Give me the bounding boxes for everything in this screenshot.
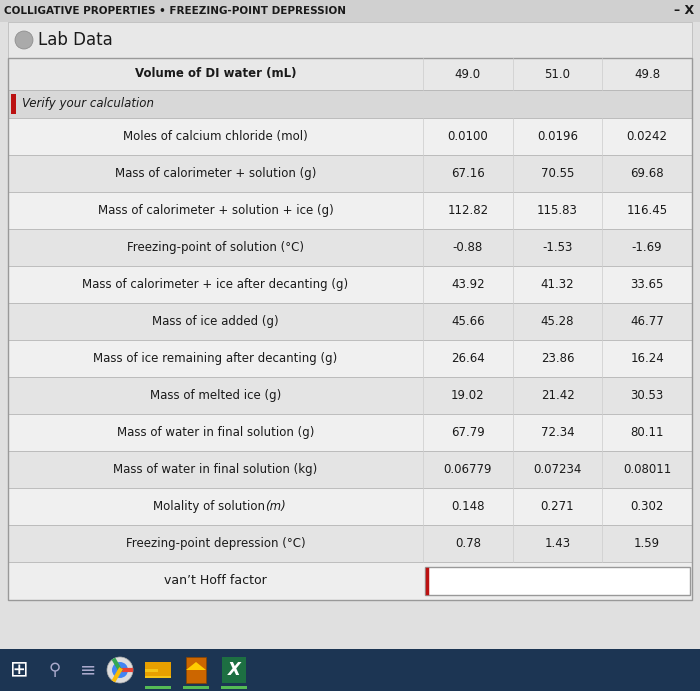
Text: 51.0: 51.0 — [545, 68, 570, 80]
Text: Verify your calculation: Verify your calculation — [22, 97, 154, 111]
Bar — [8, 58, 692, 90]
Bar — [145, 669, 158, 672]
Text: ⊞: ⊞ — [10, 660, 28, 680]
Text: – X: – X — [674, 5, 694, 17]
Text: 0.08011: 0.08011 — [623, 463, 671, 476]
Text: Mass of calorimeter + solution (g): Mass of calorimeter + solution (g) — [115, 167, 316, 180]
Text: 46.77: 46.77 — [630, 315, 664, 328]
Text: 0.0100: 0.0100 — [447, 130, 488, 143]
Text: -1.53: -1.53 — [542, 241, 573, 254]
Text: 70.55: 70.55 — [541, 167, 574, 180]
Text: Moles of calcium chloride (mol): Moles of calcium chloride (mol) — [123, 130, 308, 143]
Text: Mass of water in final solution (kg): Mass of water in final solution (kg) — [113, 463, 318, 476]
Text: 0.271: 0.271 — [540, 500, 574, 513]
Bar — [8, 488, 692, 525]
Bar — [183, 686, 209, 689]
Bar — [8, 22, 692, 58]
Text: 1.43: 1.43 — [545, 537, 570, 550]
Bar — [8, 303, 692, 340]
Text: Mass of water in final solution (g): Mass of water in final solution (g) — [117, 426, 314, 439]
Text: 0.302: 0.302 — [631, 500, 664, 513]
Bar — [8, 118, 692, 155]
Text: 21.42: 21.42 — [540, 389, 575, 402]
Text: 0.0196: 0.0196 — [537, 130, 578, 143]
Text: Mass of ice added (g): Mass of ice added (g) — [152, 315, 279, 328]
Bar — [11, 94, 16, 114]
Bar — [425, 567, 690, 595]
Polygon shape — [186, 662, 206, 670]
Text: Lab Data: Lab Data — [38, 31, 113, 49]
Text: 67.16: 67.16 — [451, 167, 484, 180]
Bar — [8, 451, 692, 488]
Circle shape — [107, 657, 133, 683]
Circle shape — [15, 31, 33, 49]
Bar — [145, 676, 171, 678]
Text: 0.06779: 0.06779 — [444, 463, 492, 476]
Bar — [8, 155, 692, 192]
Bar — [8, 562, 692, 600]
Text: 0.78: 0.78 — [455, 537, 481, 550]
Text: ⚲: ⚲ — [49, 661, 61, 679]
Text: 115.83: 115.83 — [537, 204, 578, 217]
Text: 69.68: 69.68 — [631, 167, 664, 180]
Text: 30.53: 30.53 — [631, 389, 664, 402]
Bar — [8, 340, 692, 377]
Text: Molality of solution: Molality of solution — [153, 500, 268, 513]
Text: Mass of melted ice (g): Mass of melted ice (g) — [150, 389, 281, 402]
Text: Freezing-point of solution (°C): Freezing-point of solution (°C) — [127, 241, 304, 254]
Text: Mass of ice remaining after decanting (g): Mass of ice remaining after decanting (g… — [93, 352, 337, 365]
Text: Freezing-point depression (°C): Freezing-point depression (°C) — [126, 537, 305, 550]
Bar — [145, 686, 171, 689]
Text: Mass of calorimeter + ice after decanting (g): Mass of calorimeter + ice after decantin… — [83, 278, 349, 291]
Text: 45.28: 45.28 — [540, 315, 574, 328]
Bar — [221, 686, 247, 689]
Text: 41.32: 41.32 — [540, 278, 574, 291]
Text: 23.86: 23.86 — [540, 352, 574, 365]
Text: -0.88: -0.88 — [453, 241, 483, 254]
Text: 0.07234: 0.07234 — [533, 463, 582, 476]
Text: 33.65: 33.65 — [631, 278, 664, 291]
Bar — [8, 90, 692, 118]
Text: 16.24: 16.24 — [630, 352, 664, 365]
Bar — [0, 649, 38, 691]
Bar — [8, 192, 692, 229]
Bar — [8, 229, 692, 266]
Bar — [186, 657, 206, 683]
Text: 26.64: 26.64 — [451, 352, 484, 365]
Circle shape — [112, 662, 128, 678]
Text: 116.45: 116.45 — [626, 204, 668, 217]
Text: 67.79: 67.79 — [451, 426, 484, 439]
Bar — [8, 377, 692, 414]
Text: 1.59: 1.59 — [634, 537, 660, 550]
Bar — [8, 266, 692, 303]
Text: van’t Hoff factor: van’t Hoff factor — [164, 574, 267, 587]
Text: 112.82: 112.82 — [447, 204, 489, 217]
Bar — [8, 414, 692, 451]
Text: (m): (m) — [265, 500, 286, 513]
Text: 49.0: 49.0 — [455, 68, 481, 80]
Text: Volume of DI water (mL): Volume of DI water (mL) — [134, 68, 296, 80]
Text: COLLIGATIVE PROPERTIES • FREEZING-POINT DEPRESSION: COLLIGATIVE PROPERTIES • FREEZING-POINT … — [4, 6, 346, 16]
Text: -1.69: -1.69 — [632, 241, 662, 254]
Bar — [8, 58, 692, 600]
Text: 80.11: 80.11 — [631, 426, 664, 439]
Text: Mass of calorimeter + solution + ice (g): Mass of calorimeter + solution + ice (g) — [97, 204, 333, 217]
Text: X: X — [228, 661, 240, 679]
Bar — [222, 657, 246, 683]
Bar — [8, 525, 692, 562]
Text: 43.92: 43.92 — [451, 278, 484, 291]
Text: 72.34: 72.34 — [540, 426, 574, 439]
Text: 0.0242: 0.0242 — [626, 130, 668, 143]
Text: 45.66: 45.66 — [451, 315, 484, 328]
Text: 19.02: 19.02 — [451, 389, 484, 402]
Bar — [145, 662, 171, 678]
Text: ≡: ≡ — [80, 661, 96, 679]
Text: 0.148: 0.148 — [451, 500, 484, 513]
Text: 49.8: 49.8 — [634, 68, 660, 80]
